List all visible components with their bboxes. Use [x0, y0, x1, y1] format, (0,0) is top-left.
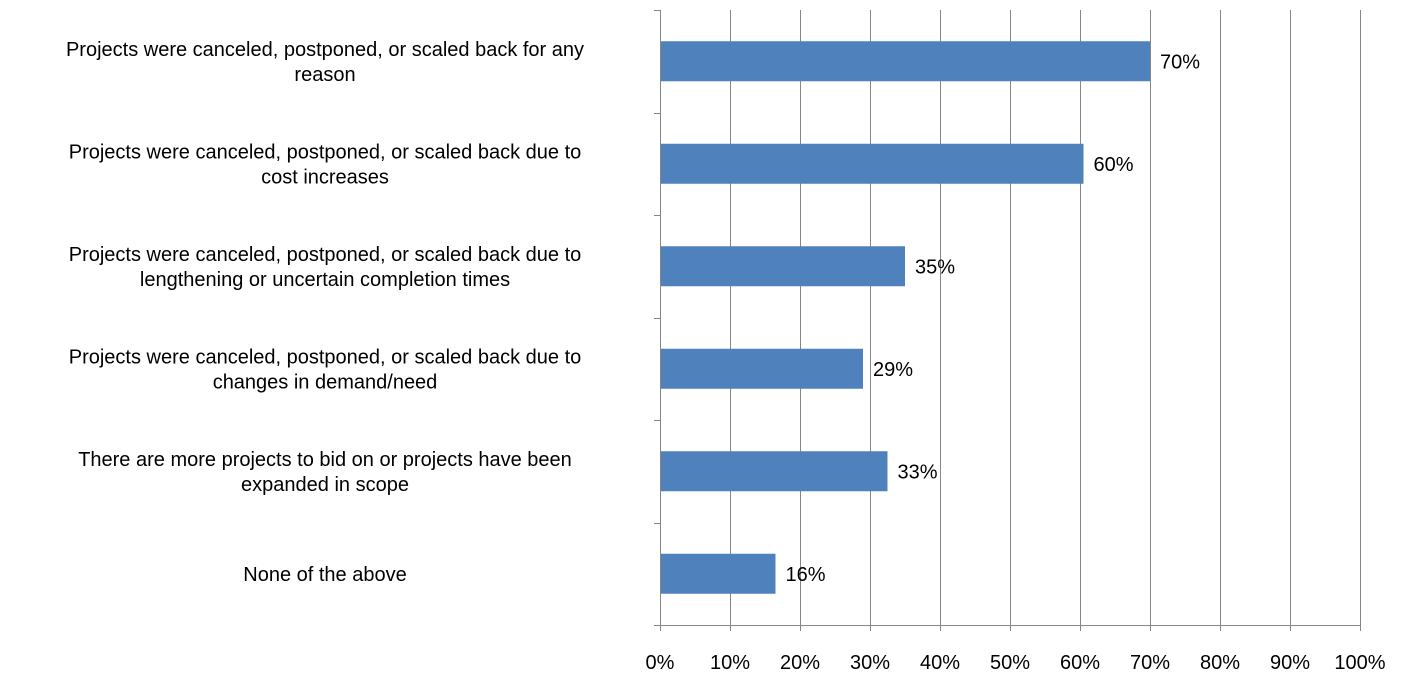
category-label: None of the above: [243, 564, 406, 586]
bar: [661, 553, 776, 594]
x-tick-label: 10%: [710, 652, 750, 673]
category-label-line: lengthening or uncertain completion time…: [140, 269, 510, 291]
axes: [654, 10, 1361, 631]
bar: [661, 41, 1150, 82]
x-tick-label: 50%: [990, 652, 1030, 673]
data-label: 33%: [898, 461, 938, 483]
data-label: 16%: [786, 564, 826, 586]
data-label: 35%: [915, 256, 955, 278]
category-label-line: reason: [294, 64, 355, 86]
category-label: Projects were canceled, postponed, or sc…: [69, 244, 582, 291]
data-label: 60%: [1094, 154, 1134, 176]
category-label: Projects were canceled, postponed, or sc…: [69, 141, 582, 188]
bar: [661, 143, 1084, 184]
bar: [661, 348, 863, 389]
x-tick-label: 80%: [1200, 652, 1240, 673]
category-label: Projects were canceled, postponed, or sc…: [66, 39, 584, 86]
category-label: Projects were canceled, postponed, or sc…: [69, 346, 582, 393]
category-label-line: Projects were canceled, postponed, or sc…: [69, 244, 582, 266]
x-tick-label: 30%: [850, 652, 890, 673]
x-tick-labels: 0% 10% 20% 30% 40% 50% 60% 70% 80% 90% 100%: [646, 652, 1386, 673]
data-labels: 70% 60% 35% 29% 33% 16%: [786, 51, 1201, 586]
x-tick-label: 20%: [780, 652, 820, 673]
category-label-line: changes in demand/need: [213, 371, 438, 393]
category-label-line: None of the above: [243, 564, 406, 586]
gridlines: [730, 10, 1361, 625]
x-tick-label: 70%: [1130, 652, 1170, 673]
data-label: 70%: [1160, 51, 1200, 73]
category-labels: Projects were canceled, postponed, or sc…: [66, 39, 584, 586]
category-label-line: Projects were canceled, postponed, or sc…: [69, 346, 582, 368]
x-tick-label: 0%: [646, 652, 675, 673]
x-tick-label: 40%: [920, 652, 960, 673]
category-label-line: cost increases: [261, 166, 389, 188]
data-label: 29%: [873, 359, 913, 381]
category-label-line: There are more projects to bid on or pro…: [78, 449, 572, 471]
x-tick-label: 60%: [1060, 652, 1100, 673]
bar: [661, 246, 905, 287]
category-label-line: Projects were canceled, postponed, or sc…: [69, 141, 582, 163]
category-label: There are more projects to bid on or pro…: [78, 449, 572, 496]
bar: [661, 451, 888, 492]
x-tick-label: 90%: [1270, 652, 1310, 673]
category-label-line: expanded in scope: [241, 474, 409, 496]
category-label-line: Projects were canceled, postponed, or sc…: [66, 39, 584, 61]
bars: [661, 41, 1150, 594]
x-tick-label: 100%: [1334, 652, 1385, 673]
